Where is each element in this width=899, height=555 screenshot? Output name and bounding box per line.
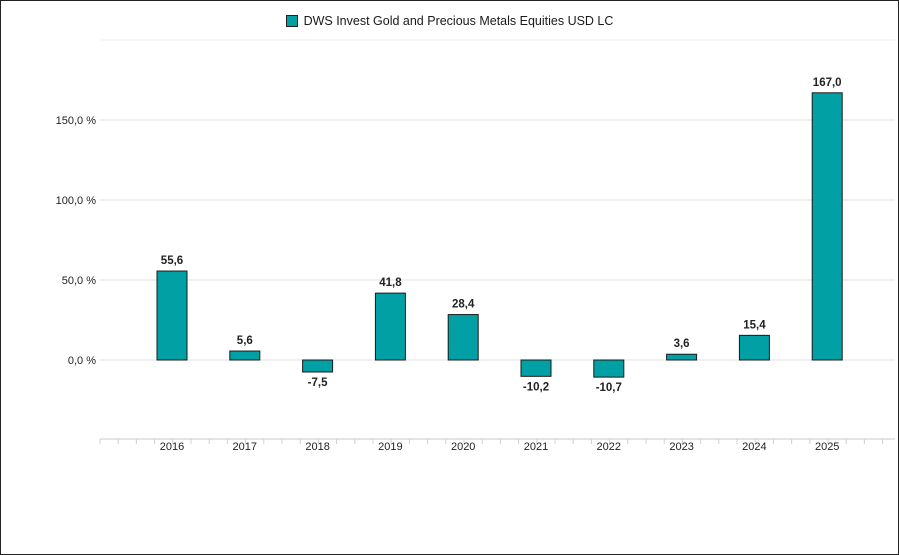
y-tick-label: 100,0 % <box>56 195 97 207</box>
x-tick-label-2016: 2016 <box>160 441 184 453</box>
x-tick-label-2018: 2018 <box>305 441 329 453</box>
x-tick-label-2019: 2019 <box>378 441 402 453</box>
x-tick-label-2024: 2024 <box>742 441 766 453</box>
data-label-2019: 41,8 <box>379 277 402 289</box>
data-label-2023: 3,6 <box>674 338 690 350</box>
bar-2024 <box>738 334 770 361</box>
y-tick-label: 50,0 % <box>62 275 96 287</box>
data-label-2016: 55,6 <box>161 255 183 267</box>
x-tick-label-2023: 2023 <box>669 441 693 453</box>
chart-legend: DWS Invest Gold and Precious Metals Equi… <box>0 14 899 30</box>
data-label-2020: 28,4 <box>452 299 475 311</box>
bar-2017 <box>229 350 261 361</box>
data-label-2021: -10,2 <box>523 381 549 393</box>
bar-2021 <box>520 359 552 377</box>
legend-item[interactable]: DWS Invest Gold and Precious Metals Equi… <box>285 14 614 28</box>
data-label-2024: 15,4 <box>743 319 766 331</box>
x-tick-label-2017: 2017 <box>233 441 257 453</box>
bar-2016 <box>156 270 188 361</box>
bar-2018 <box>302 359 334 373</box>
x-tick-label-2022: 2022 <box>597 441 621 453</box>
x-tick-label-2025: 2025 <box>815 441 839 453</box>
y-tick-label: 150,0 % <box>56 115 97 127</box>
data-label-2022: -10,7 <box>596 382 622 394</box>
bar-2023 <box>666 353 698 361</box>
data-label-2018: -7,5 <box>308 377 328 389</box>
legend-swatch <box>285 15 298 27</box>
data-label-2017: 5,6 <box>237 335 253 347</box>
x-tick-label-2021: 2021 <box>524 441 548 453</box>
legend-label: DWS Invest Gold and Precious Metals Equi… <box>303 14 614 28</box>
bar-2020 <box>447 314 479 361</box>
bar-2022 <box>593 359 625 378</box>
bar-2019 <box>374 292 406 361</box>
data-label-2025: 167,0 <box>813 77 842 89</box>
bar-2025 <box>811 92 843 361</box>
y-tick-label: 0,0 % <box>68 355 96 367</box>
x-tick-label-2020: 2020 <box>451 441 475 453</box>
